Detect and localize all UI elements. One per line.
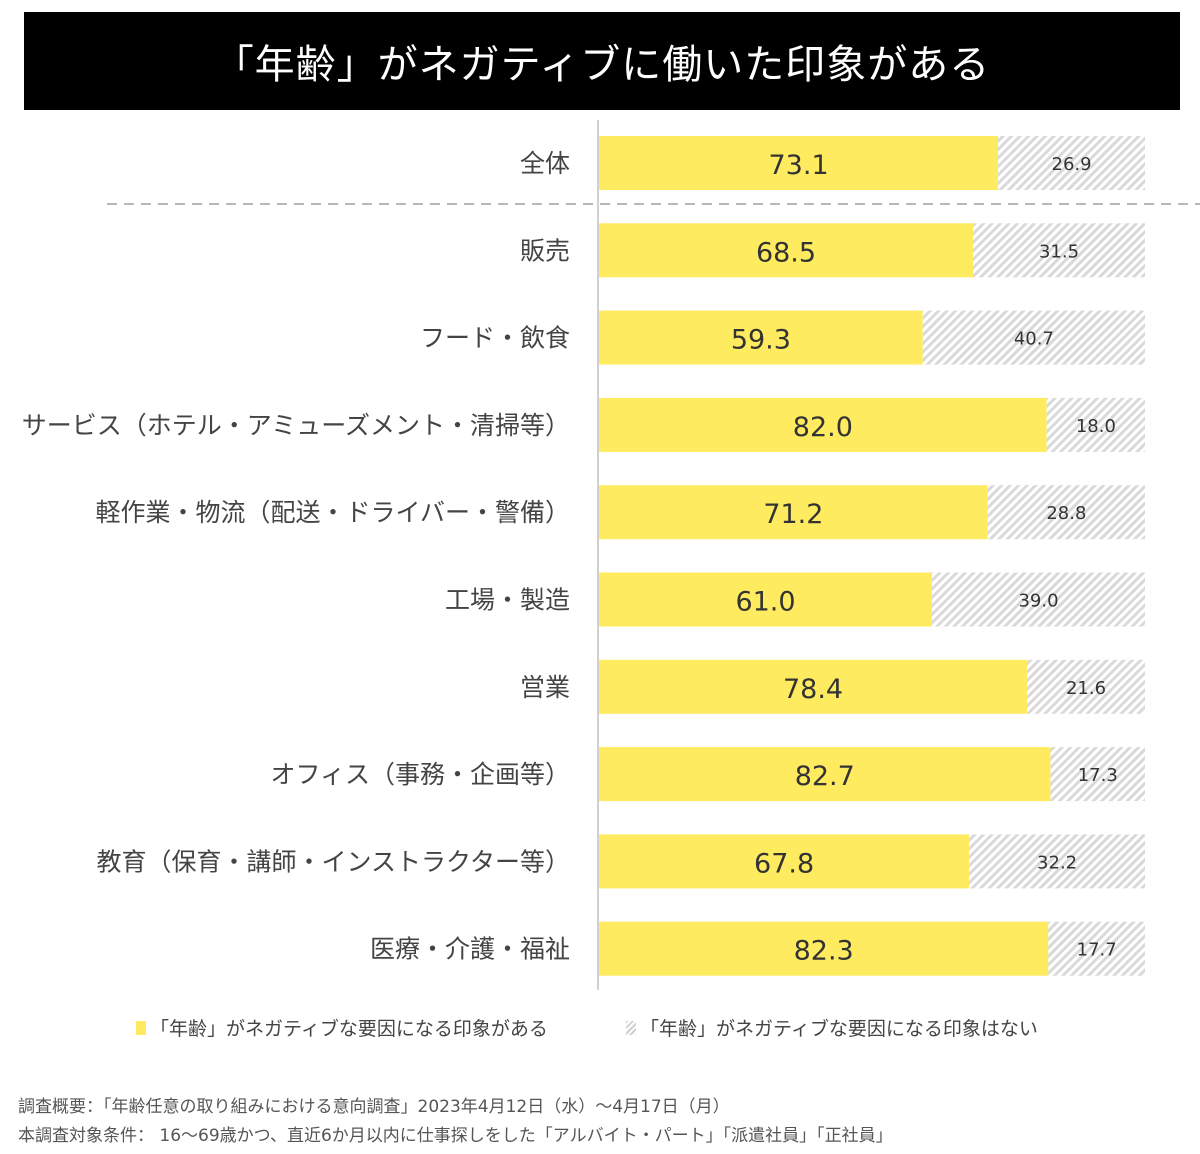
data-label-positive: 82.7 [795, 761, 855, 792]
bar-segment-positive [599, 572, 933, 627]
bar-segment-positive [599, 136, 999, 190]
data-label-positive: 59.3 [731, 325, 791, 356]
data-label-positive: 67.8 [754, 848, 814, 879]
bar-segment-positive [599, 223, 974, 278]
category-label: サービス（ホテル・アミューズメント・清掃等） [22, 411, 570, 440]
data-label-positive: 73.1 [769, 150, 829, 181]
bar-segment-positive [599, 834, 970, 889]
data-label-negative: 39.0 [1018, 591, 1058, 612]
data-label-negative: 17.7 [1077, 940, 1117, 961]
category-label: オフィス（事務・企画等） [270, 760, 570, 789]
bar-segment-positive [599, 397, 1047, 452]
category-label: フード・飲食 [420, 324, 570, 353]
bar-segment-negative [922, 310, 1145, 365]
bar-segment-positive [599, 310, 923, 365]
legend-swatch-hatch [626, 1020, 636, 1035]
chart-title: 「年齢」がネガティブに働いた印象がある [213, 42, 991, 88]
title-bar: 「年齢」がネガティブに働いた印象がある [24, 12, 1180, 110]
stacked-bar-chart: 全体 73.1 26.9 販売 68.5 31.5 フード・飲食 59.3 40.7 サービス（ホ… [22, 120, 1200, 990]
legend-item-positive: 「年齢」がネガティブな要因になる印象がある [136, 1014, 548, 1041]
category-label: 教育（保育・講師・インストラクター等） [96, 847, 570, 876]
data-label-positive: 61.0 [735, 587, 795, 618]
data-label-positive: 71.2 [763, 499, 823, 530]
bar-segment-negative [1048, 921, 1145, 976]
category-label: 医療・介護・福祉 [370, 935, 570, 964]
footnote-survey-overview: 調査概要：「年齢任意の取り組みにおける意向調査」2023年4月12日（水）～4月… [18, 1097, 730, 1117]
legend-swatch-yellow [136, 1020, 146, 1035]
category-label: 軽作業・物流（配送・ドライバー・警備） [95, 498, 570, 527]
bar-segment-negative [1027, 659, 1145, 714]
legend-label-negative: 「年齢」がネガティブな要因になる印象はない [640, 1018, 1038, 1040]
data-label-negative: 28.8 [1046, 503, 1086, 524]
category-label: 工場・製造 [445, 586, 570, 615]
data-label-positive: 78.4 [783, 674, 843, 705]
category-label: 全体 [520, 149, 570, 178]
bar-segment-positive [599, 921, 1049, 976]
bar-segment-positive [599, 659, 1028, 714]
bar-segment-negative [973, 223, 1145, 278]
data-label-negative: 32.2 [1037, 852, 1077, 873]
data-label-negative: 26.9 [1052, 154, 1092, 175]
data-label-negative: 40.7 [1014, 329, 1054, 350]
bar-segment-negative [987, 485, 1145, 540]
category-label: 販売 [520, 236, 570, 265]
bar-segment-negative [969, 834, 1145, 889]
data-label-negative: 31.5 [1039, 241, 1079, 262]
bar-segment-negative [932, 572, 1145, 627]
legend-item-negative: 「年齢」がネガティブな要因になる印象はない [626, 1014, 1038, 1041]
bar-segment-positive [599, 485, 988, 540]
legend: 「年齢」がネガティブな要因になる印象がある 「年齢」がネガティブな要因になる印象… [0, 1014, 1200, 1044]
bar-segment-negative [1050, 747, 1145, 802]
category-label: 営業 [520, 673, 570, 702]
data-label-positive: 68.5 [756, 237, 816, 268]
data-label-positive: 82.3 [794, 936, 854, 967]
legend-label-positive: 「年齢」がネガティブな要因になる印象がある [150, 1018, 548, 1040]
data-label-positive: 82.0 [793, 412, 853, 443]
data-label-negative: 21.6 [1066, 678, 1106, 699]
bar-segment-positive [599, 747, 1051, 802]
bar-segment-negative [998, 136, 1145, 190]
data-label-negative: 17.3 [1078, 765, 1118, 786]
bar-segment-negative [1046, 397, 1145, 452]
footnote-survey-conditions: 本調査対象条件： 16～69歳かつ、直近6か月以内に仕事探しをした「アルバイト・… [18, 1126, 893, 1146]
data-label-negative: 18.0 [1076, 416, 1116, 437]
